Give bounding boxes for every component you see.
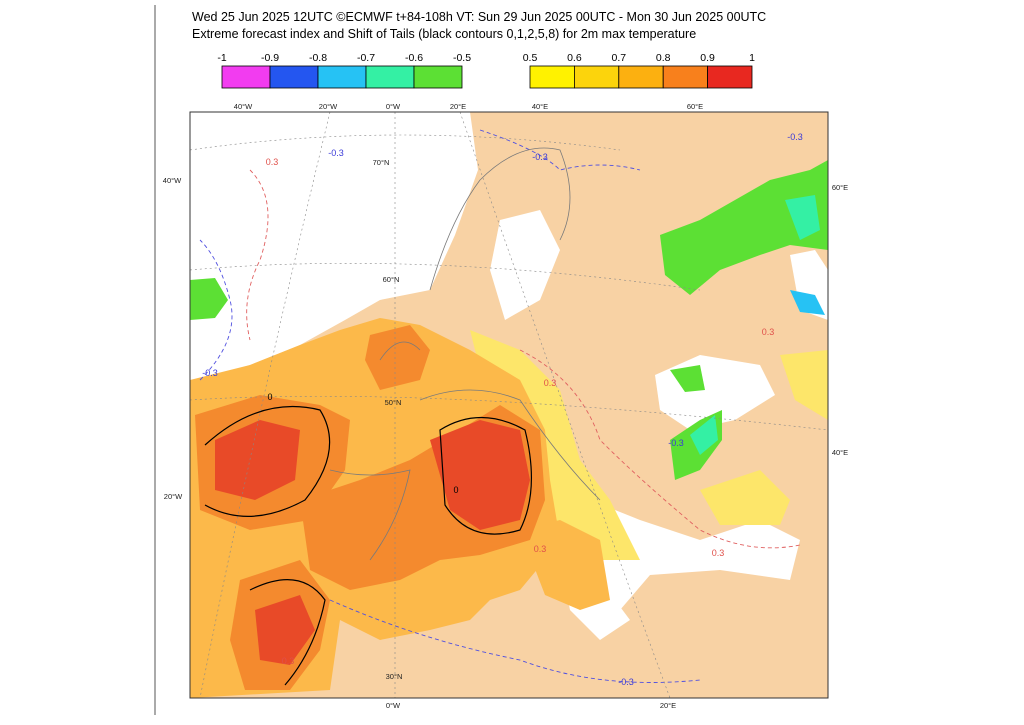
- neutral-area: [590, 500, 800, 610]
- colorbar-box: [707, 65, 753, 89]
- sot-contour: [204, 405, 331, 517]
- subtitle-line: Extreme forecast index and Shift of Tail…: [192, 27, 696, 41]
- contour-label: 0.3: [762, 327, 775, 337]
- colorbar-tick-label: -0.5: [453, 52, 471, 64]
- title-line: Wed 25 Jun 2025 12UTC ©ECMWF t+84-108h V…: [192, 10, 766, 24]
- warm-anomaly: [780, 350, 828, 420]
- efi-contour: [329, 599, 701, 683]
- colorbar-tick-label: -0.7: [357, 52, 375, 64]
- graticule-label: 0°W: [386, 701, 401, 710]
- contour-label: 0.3: [544, 378, 557, 388]
- colorbar-box: [221, 65, 271, 89]
- graticule-label: 0°W: [386, 102, 401, 111]
- extreme-anomaly: [430, 420, 530, 530]
- cold-anomaly: [785, 195, 820, 240]
- graticule-label: 40°W: [234, 102, 253, 111]
- cold-anomaly: [670, 365, 705, 392]
- graticule: [190, 134, 621, 151]
- colorbar-box: [317, 65, 367, 89]
- colorbar-tick-label: -0.6: [405, 52, 423, 64]
- contour-label: 0: [267, 392, 272, 402]
- warm-anomaly: [700, 470, 790, 525]
- contour-label: 0.3: [712, 548, 725, 558]
- colorbar-box: [529, 65, 575, 89]
- strong-anomaly: [365, 325, 430, 390]
- colorbar-tick-label: 0.9: [700, 52, 715, 64]
- neutral-area: [190, 112, 478, 385]
- graticule-label: 60°E: [832, 183, 848, 192]
- contour-label: 0: [453, 485, 458, 495]
- contour-label: -0.3: [202, 368, 218, 378]
- graticule-label: 40°W: [163, 176, 182, 185]
- graticule-label: 60°E: [687, 102, 703, 111]
- graticule-label: 60°N: [383, 275, 400, 284]
- contour-label: -0.3: [328, 148, 344, 158]
- colorbar-box: [365, 65, 415, 89]
- graticule: [199, 112, 331, 698]
- contour-label: 0.3: [266, 157, 279, 167]
- colorbar-tick-label: -0.9: [261, 52, 279, 64]
- contour-label: -0.3: [668, 438, 684, 448]
- coastline: [329, 147, 601, 561]
- graticule-label: 40°E: [832, 448, 848, 457]
- map: 0.3 -0.3 -0.3 -0.3 -0.3 0.3 0 0 -0.3 0.3 0.3 -0.3 0.…: [190, 112, 828, 698]
- map-frame: [189, 111, 829, 699]
- graticule-label: 20°E: [450, 102, 466, 111]
- cold-anomaly: [190, 278, 228, 320]
- efi-contour: [246, 169, 269, 341]
- contour-label: 0.3: [282, 656, 295, 666]
- sot-contour: [249, 579, 326, 686]
- sot-contour: [439, 416, 533, 535]
- colorbar-tick-label: 0.5: [523, 52, 538, 64]
- graticule-label: 70°N: [373, 158, 390, 167]
- contour-label: -0.3: [532, 152, 548, 162]
- cold-anomaly: [660, 160, 828, 295]
- colorbar-tick-label: 0.6: [567, 52, 582, 64]
- contour-label: -0.3: [618, 677, 634, 687]
- graticule: [190, 395, 828, 431]
- colorbar-tick-label: 0.8: [656, 52, 671, 64]
- graticule-label: 40°E: [532, 102, 548, 111]
- colorbar-box: [618, 65, 664, 89]
- cold-anomaly: [790, 290, 825, 315]
- colorbar-tick-label: 1: [749, 52, 755, 64]
- graticule-label: 20°W: [164, 492, 183, 501]
- warm-anomaly: [520, 520, 610, 610]
- extreme-anomaly: [215, 420, 300, 500]
- colorbar-tick-label: -0.8: [309, 52, 327, 64]
- graticule-labels: 40°W 20°W 0°W 20°E 40°E 60°E 40°W 20°W 60°E 40°E 0…: [163, 102, 848, 710]
- cold-anomaly: [690, 415, 718, 455]
- efi-contour: [199, 239, 233, 381]
- extreme-anomaly: [255, 595, 315, 665]
- contour-label: 0.3: [534, 544, 547, 554]
- colorbar-box: [662, 65, 709, 89]
- graticule: [459, 112, 671, 698]
- graticule-label: 20°W: [319, 102, 338, 111]
- colorbar-box: [413, 65, 463, 89]
- contour-label: -0.3: [787, 132, 803, 142]
- colorbar-tick-label: -1: [217, 52, 226, 64]
- contour-labels: 0.3 -0.3 -0.3 -0.3 -0.3 0.3 0 0 -0.3 0.3 0.3 -0.3 0.…: [202, 132, 803, 687]
- graticule-label: 20°E: [660, 701, 676, 710]
- legend: -1 -0.9 -0.8 -0.7 -0.6 -0.5 0.5 0.6 0.7 0.8 0.9 1: [217, 52, 755, 89]
- neutral-area: [490, 210, 560, 320]
- graticule-label: 50°N: [385, 398, 402, 407]
- colorbar-box: [574, 65, 620, 89]
- graticule-label: 30°N: [386, 672, 403, 681]
- colorbar-tick-label: 0.7: [611, 52, 626, 64]
- colorbar-box: [269, 65, 319, 89]
